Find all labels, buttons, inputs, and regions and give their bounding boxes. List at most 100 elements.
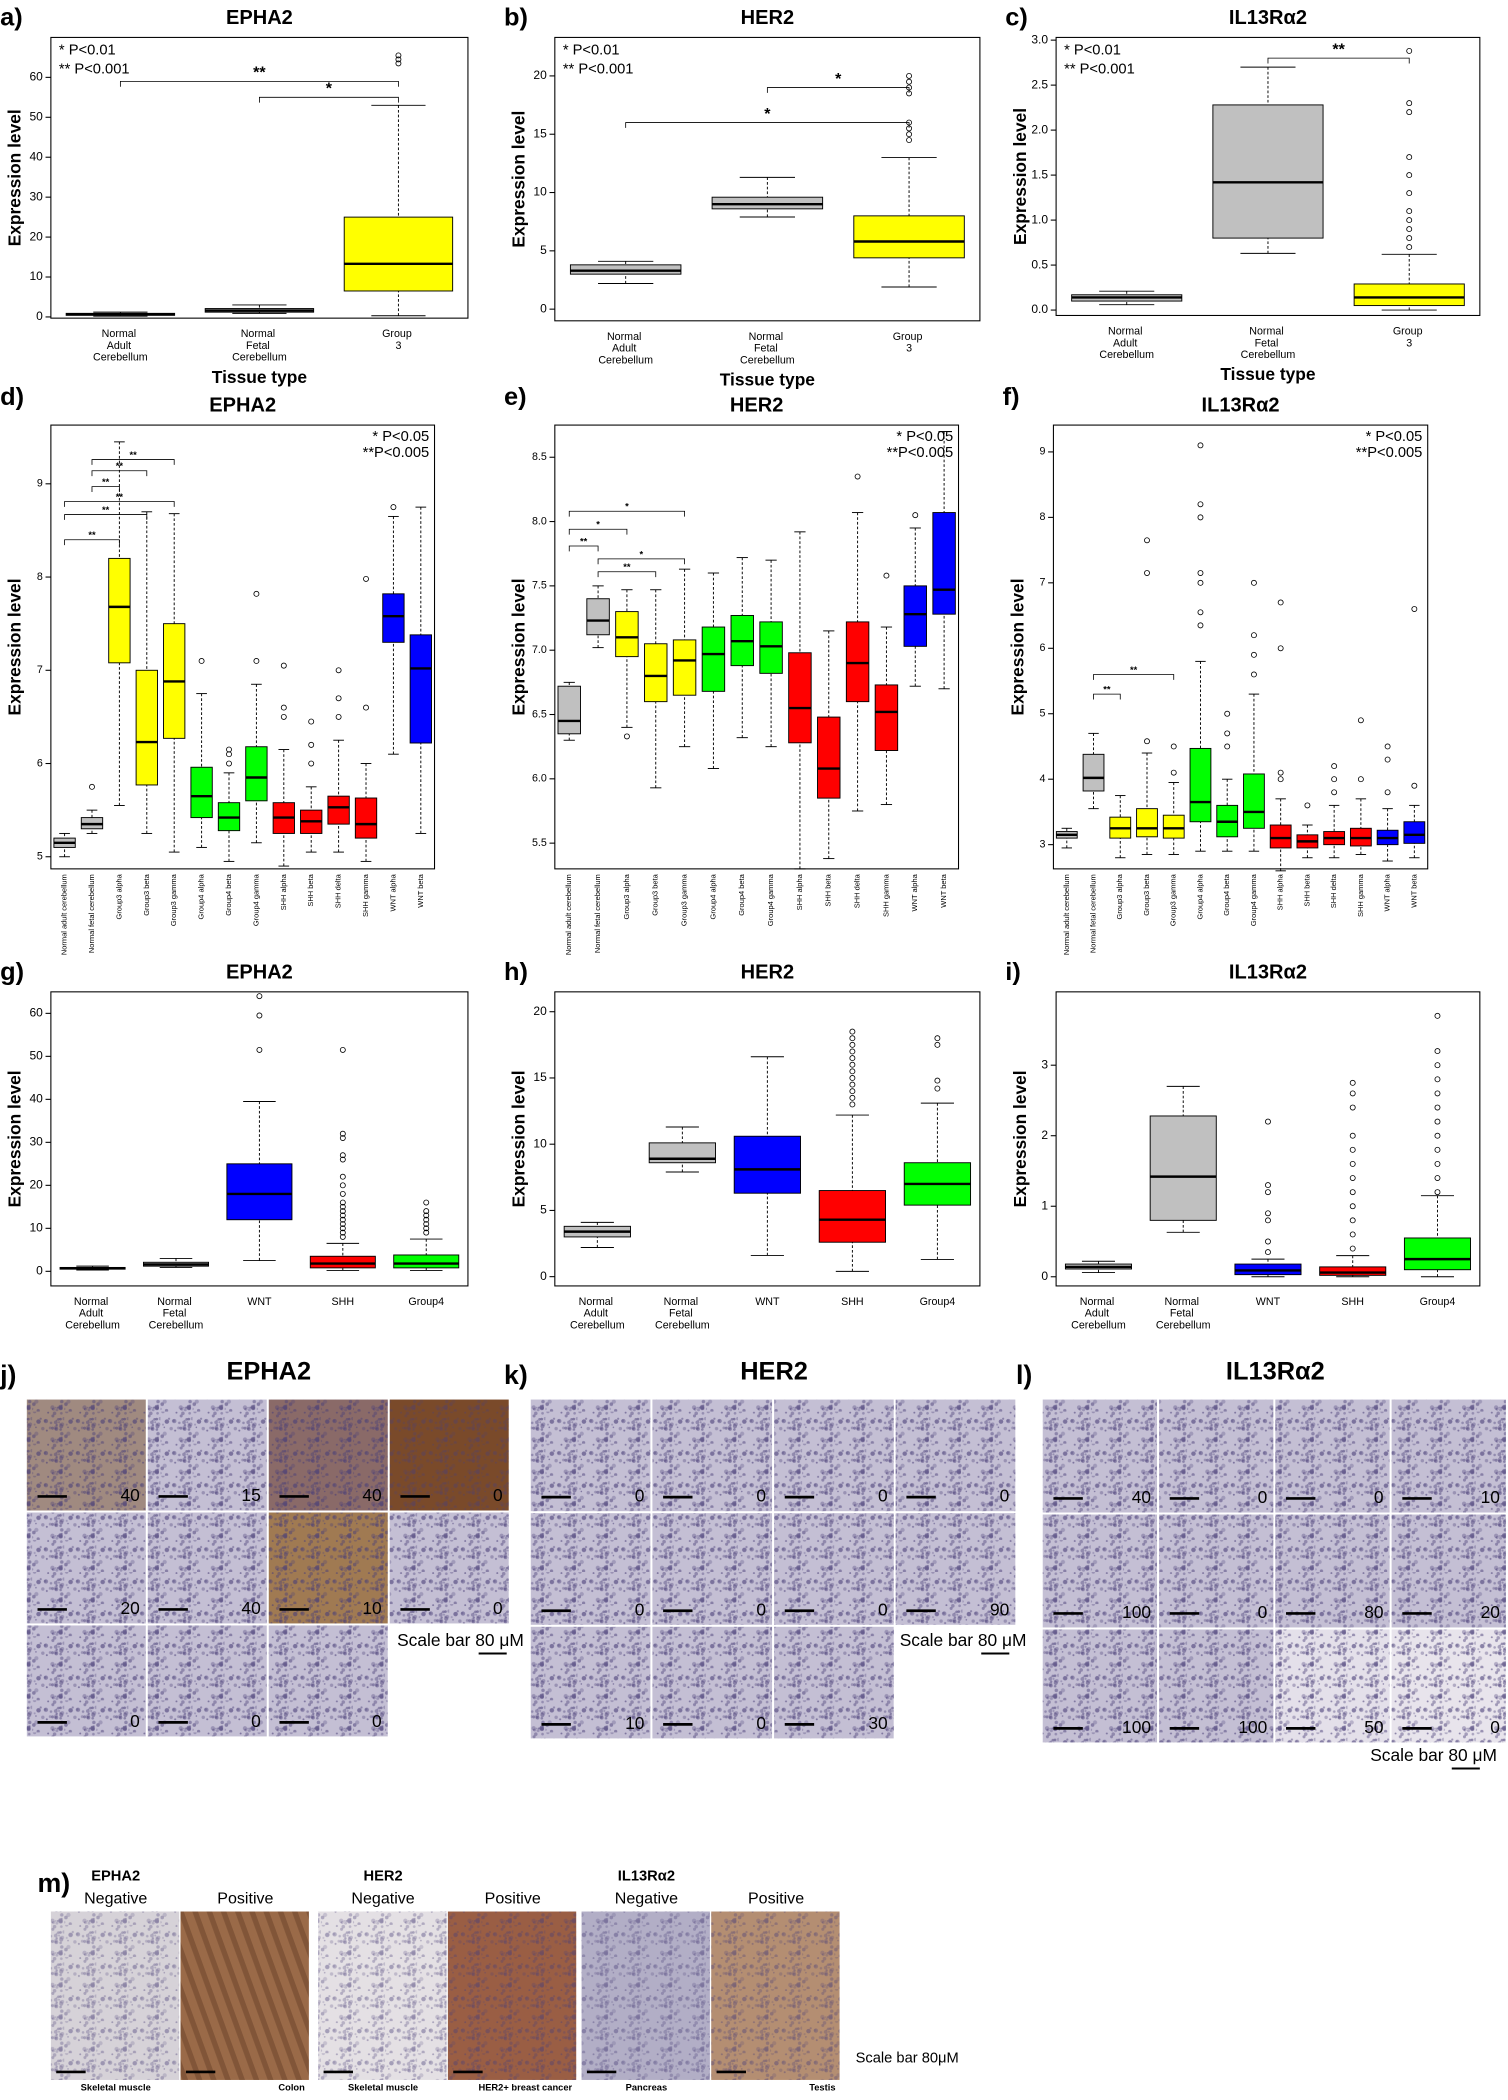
- x-tick-label: Group3 beta: [651, 873, 660, 915]
- outlier: [1406, 235, 1413, 242]
- y-tick-label: 15: [533, 126, 547, 140]
- outlier: [423, 1225, 430, 1232]
- chart-title: EPHA2: [226, 7, 293, 29]
- outlier: [363, 575, 369, 582]
- x-tick-label: Group4 gamma: [1249, 873, 1258, 926]
- staining-score: 0: [493, 1485, 503, 1505]
- panel-title: EPHA2: [226, 1358, 311, 1386]
- box: [701, 626, 726, 692]
- outlier: [1357, 776, 1364, 783]
- x-tick-label: SHH gamma: [881, 873, 890, 917]
- y-tick-label: 0: [36, 1263, 43, 1277]
- outlier: [1144, 537, 1150, 544]
- histology-texture: [652, 1626, 773, 1739]
- outlier: [1434, 1146, 1441, 1153]
- outlier: [1250, 579, 1257, 586]
- box: [190, 766, 213, 819]
- y-axis-label: Expression level: [1007, 578, 1027, 715]
- staining-score: 40: [362, 1485, 381, 1505]
- outlier: [256, 1046, 263, 1053]
- group-title: HER2: [363, 1869, 402, 1885]
- box: [393, 1254, 460, 1269]
- significance-label: *: [835, 70, 842, 88]
- chart-title: EPHA2: [209, 395, 276, 417]
- outlier: [849, 1075, 856, 1081]
- box: [615, 611, 639, 658]
- y-tick-label: 3: [1039, 838, 1045, 850]
- outlier: [395, 60, 402, 67]
- panel-label: j): [0, 1360, 16, 1390]
- outlier: [1434, 1175, 1441, 1181]
- staining-score: 40: [120, 1485, 139, 1505]
- box: [557, 685, 581, 735]
- outlier: [1265, 1217, 1271, 1224]
- staining-score: 0: [756, 1486, 766, 1506]
- y-tick-label: 10: [29, 1220, 43, 1234]
- x-tick-label: Group3 alpha: [622, 873, 631, 919]
- outlier: [849, 1068, 856, 1075]
- outlier: [1250, 632, 1257, 639]
- significance-label: **: [580, 536, 588, 546]
- legend-entry: * P<0.01: [1064, 43, 1121, 59]
- outlier: [1406, 47, 1413, 54]
- outlier: [1197, 442, 1204, 449]
- x-tick-label: Normal fetal cerebellum: [1088, 874, 1097, 953]
- outlier: [339, 1203, 346, 1210]
- column-header: Positive: [217, 1890, 273, 1908]
- x-tick-label: WNT alpha: [910, 873, 919, 911]
- y-tick-label: 40: [29, 1092, 43, 1106]
- y-tick-label: 15: [533, 1070, 547, 1084]
- outlier: [339, 1190, 346, 1197]
- staining-score: 80: [1364, 1602, 1383, 1622]
- x-tick-label: Group 3: [893, 331, 926, 355]
- control-texture: [447, 1911, 577, 2080]
- outlier: [339, 1199, 346, 1206]
- outlier: [1144, 738, 1150, 745]
- plot-frame: [554, 36, 981, 322]
- histology-texture: [389, 1512, 509, 1624]
- y-axis-label: Expression level: [1010, 1070, 1030, 1207]
- outlier: [1349, 1217, 1356, 1224]
- outlier: [339, 1208, 346, 1215]
- outlier: [280, 704, 287, 711]
- x-tick-label: Normal fetal cerebellum: [87, 874, 96, 953]
- box: [1189, 747, 1212, 823]
- outlier: [849, 1088, 856, 1095]
- x-axis-label: Tissue type: [1220, 364, 1316, 384]
- outlier: [849, 1061, 856, 1068]
- outlier: [1434, 1104, 1441, 1111]
- significance-label: **: [1332, 40, 1345, 58]
- outlier: [1197, 609, 1204, 616]
- outlier: [1224, 730, 1231, 737]
- x-tick-label: SHH alpha: [1276, 873, 1285, 910]
- control-texture: [50, 1911, 180, 2080]
- box: [853, 215, 965, 259]
- outlier: [1349, 1132, 1356, 1139]
- staining-score: 100: [1122, 1717, 1151, 1737]
- chart-title: IL13Rα2: [1229, 961, 1307, 983]
- significance-bracket: [91, 459, 175, 465]
- tissue-label: HER2+ breast cancer: [478, 2082, 572, 2092]
- x-tick-label: Group4 alpha: [708, 873, 717, 919]
- y-tick-label: 50: [29, 109, 43, 123]
- outlier: [339, 1130, 346, 1137]
- y-tick-label: 20: [533, 1004, 547, 1018]
- x-tick-label: Group4 gamma: [251, 873, 260, 926]
- x-tick-label: Normal Fetal Cerebellum: [655, 1296, 710, 1332]
- plot-frame: [554, 991, 981, 1287]
- box: [672, 639, 697, 696]
- x-tick-label: Group4 gamma: [766, 873, 775, 926]
- outlier: [1304, 802, 1311, 809]
- panel-label: f): [1003, 383, 1020, 411]
- outlier: [1277, 645, 1284, 652]
- y-tick-label: 10: [533, 185, 547, 199]
- outlier: [849, 1081, 856, 1088]
- histology-texture: [652, 1513, 773, 1625]
- outlier: [89, 783, 95, 790]
- y-tick-label: 8: [37, 571, 43, 583]
- box: [1403, 821, 1426, 844]
- y-tick-label: 8: [1039, 511, 1045, 523]
- significance-bracket: [568, 510, 685, 517]
- y-tick-label: 8.5: [532, 451, 547, 463]
- outlier: [1384, 743, 1391, 750]
